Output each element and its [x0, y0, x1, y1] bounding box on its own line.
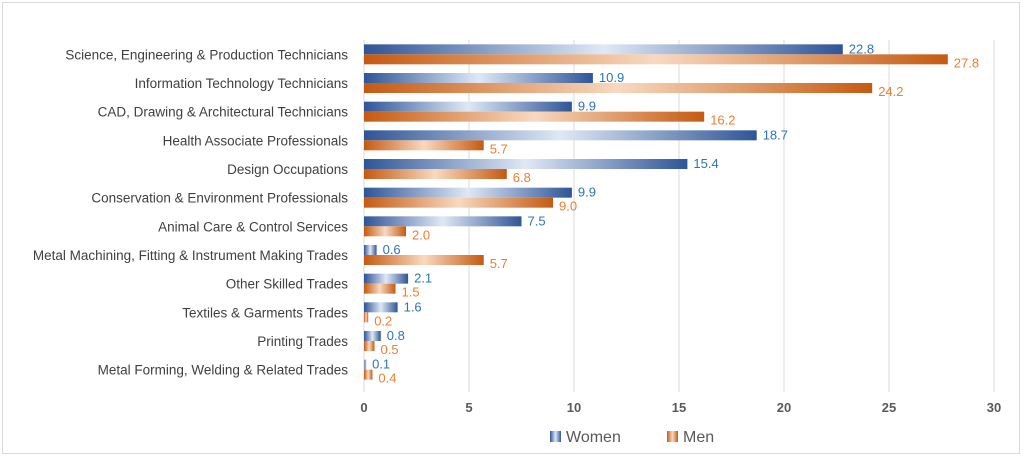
- category-label: Metal Machining, Fitting & Instrument Ma…: [33, 248, 348, 263]
- bars: [364, 44, 948, 380]
- x-tick-label: 10: [567, 400, 581, 415]
- category-label: Science, Engineering & Production Techni…: [65, 47, 348, 62]
- value-label-men: 9.0: [559, 199, 577, 214]
- x-tick-label: 0: [360, 400, 367, 415]
- bar-women: [364, 359, 367, 370]
- bar-men: [364, 197, 553, 208]
- value-label-men: 6.8: [513, 170, 531, 185]
- bar-men: [364, 54, 948, 65]
- x-tick-label: 25: [882, 400, 896, 415]
- bar-men: [364, 169, 507, 179]
- value-label-women: 2.1: [414, 271, 432, 286]
- x-axis-ticks: 0 5 10 15 20 25 30: [360, 400, 1001, 415]
- value-label-women: 7.5: [528, 213, 546, 228]
- value-label-men: 0.5: [381, 342, 399, 357]
- legend-label-men: Men: [683, 429, 714, 446]
- bar-women: [364, 73, 593, 83]
- category-labels: Science, Engineering & Production Techni…: [33, 47, 348, 377]
- category-label: Conservation & Environment Professionals: [91, 191, 348, 206]
- value-label-men: 5.7: [490, 256, 508, 271]
- bar-women: [364, 44, 843, 55]
- value-label-men: 1.5: [402, 285, 420, 300]
- x-tick-label: 30: [987, 400, 1001, 415]
- category-label: CAD, Drawing & Architectural Technicians: [98, 105, 349, 120]
- bar-men: [364, 111, 705, 122]
- legend-swatch-men: [667, 431, 678, 442]
- value-label-men: 0.4: [378, 371, 396, 386]
- bar-women: [364, 130, 757, 141]
- value-label-men: 24.2: [878, 84, 903, 99]
- category-label: Metal Forming, Welding & Related Trades: [98, 363, 349, 378]
- bar-women: [364, 187, 572, 198]
- value-label-women: 18.7: [763, 127, 788, 142]
- bar-men: [364, 140, 484, 151]
- x-tick-label: 20: [777, 400, 791, 415]
- value-label-women: 0.1: [372, 357, 390, 372]
- value-label-men: 16.2: [710, 113, 735, 128]
- category-label: Health Associate Professionals: [163, 133, 349, 148]
- x-tick-label: 15: [672, 400, 686, 415]
- value-label-women: 9.9: [578, 185, 596, 200]
- value-label-women: 22.8: [849, 41, 874, 56]
- legend-swatch-women: [550, 431, 561, 442]
- bar-men: [364, 341, 375, 351]
- bar-women: [364, 101, 572, 112]
- legend: Women Men: [550, 429, 714, 446]
- value-label-women: 0.6: [383, 242, 401, 257]
- category-label: Printing Trades: [257, 334, 348, 349]
- category-label: Design Occupations: [227, 162, 348, 177]
- bar-women: [364, 159, 688, 169]
- value-label-women: 15.4: [693, 156, 718, 171]
- value-labels: 22.8 27.8 10.9 24.2 9.9 16.2 18.7 5.7 15.4 6.8 9.9…: [372, 41, 979, 385]
- x-tick-label: 5: [465, 400, 472, 415]
- bar-women: [364, 302, 398, 313]
- category-label: Animal Care & Control Services: [158, 219, 348, 234]
- value-label-men: 27.8: [954, 55, 979, 70]
- bar-men: [364, 83, 873, 93]
- category-label: Textiles & Garments Trades: [182, 305, 348, 320]
- category-label: Information Technology Technicians: [135, 76, 349, 91]
- bar-women: [364, 273, 409, 284]
- value-label-women: 9.9: [578, 99, 596, 114]
- bar-men: [364, 369, 373, 380]
- bar-men: [364, 283, 396, 294]
- bar-women: [364, 216, 522, 227]
- bar-women: [364, 245, 377, 255]
- category-label: Other Skilled Trades: [226, 277, 349, 292]
- legend-label-women: Women: [566, 429, 621, 446]
- value-label-men: 2.0: [412, 227, 430, 242]
- bar-men: [364, 255, 484, 265]
- bar-women: [364, 331, 381, 341]
- value-label-men: 5.7: [490, 141, 508, 156]
- value-label-women: 10.9: [599, 70, 624, 85]
- value-label-women: 0.8: [387, 328, 405, 343]
- bar-men: [364, 226, 406, 237]
- bar-men: [364, 312, 369, 323]
- value-label-men: 0.2: [374, 313, 392, 328]
- value-label-women: 1.6: [404, 299, 422, 314]
